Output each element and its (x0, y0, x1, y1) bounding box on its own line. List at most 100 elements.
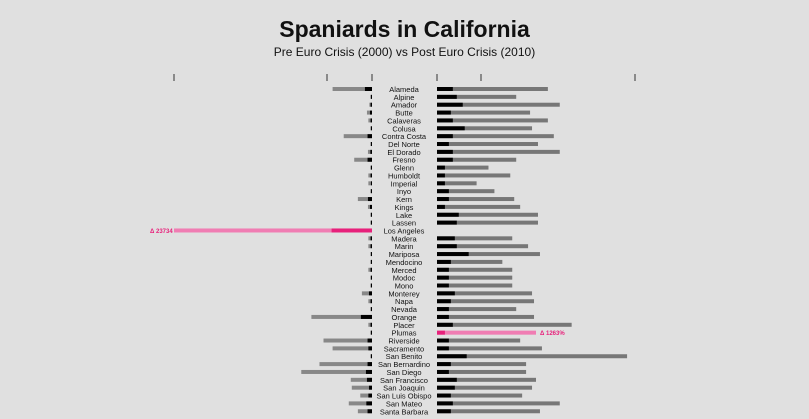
left-bar-black (360, 314, 372, 319)
county-label: San Luis Obispo (376, 392, 431, 401)
right-bar-total (437, 275, 513, 280)
left-bar-total (319, 362, 372, 367)
county-label: Napa (395, 297, 414, 306)
left-bar-black (370, 102, 372, 107)
right-bar-total (437, 87, 548, 91)
left-bar-total (368, 236, 372, 241)
county-label: Santa Barbara (380, 407, 429, 416)
county-label: Kings (395, 203, 414, 212)
right-bar-black (437, 142, 449, 147)
right-bar-total (437, 314, 535, 319)
left-bar-total (348, 401, 372, 406)
right-bar-black (437, 149, 453, 154)
county-label: Contra Costa (382, 132, 427, 141)
left-bar-total (366, 110, 372, 115)
left-bar-total (368, 322, 372, 327)
county-label: Del Norte (388, 140, 420, 149)
county-label: Orange (391, 313, 416, 322)
county-label: Amador (391, 101, 418, 110)
left-bar-total (368, 267, 372, 272)
left-bar-black (370, 181, 372, 186)
left-bar-black (370, 322, 372, 327)
left-bar-black (367, 157, 372, 162)
left-bar-black (370, 244, 372, 249)
right-bar-black (437, 134, 453, 139)
annotation-label: Δ 23734 (150, 229, 173, 235)
right-bar-black (437, 354, 467, 359)
county-label: San Joaquin (383, 384, 425, 393)
county-label: Placer (393, 321, 415, 330)
right-bar-black (437, 220, 457, 225)
right-bar-black (437, 197, 449, 202)
right-bar-total (437, 236, 513, 241)
right-bar-black (437, 377, 457, 382)
right-bar-total (437, 401, 560, 406)
right-bar-total (437, 393, 523, 398)
right-bar-total (437, 94, 517, 99)
left-bar-total (357, 197, 372, 202)
county-label: Lake (396, 211, 412, 220)
county-label: Sacramento (384, 344, 424, 353)
county-label: Mendocino (386, 258, 423, 267)
county-label: Alameda (389, 85, 419, 94)
county-label: Colusa (392, 124, 416, 133)
right-bar-total (437, 338, 521, 343)
right-bar-total (437, 385, 533, 390)
left-bar-total (368, 244, 372, 249)
left-bar-total (368, 118, 372, 123)
left-bar-black (369, 204, 372, 209)
left-bar-black (369, 110, 372, 115)
left-bar-black (367, 362, 372, 367)
right-bar-black (437, 87, 453, 91)
chart-subtitle: Pre Euro Crisis (2000) vs Post Euro Cris… (273, 45, 536, 59)
right-bar-total (437, 142, 538, 147)
county-label: Nevada (391, 305, 418, 314)
left-bar-total (311, 314, 372, 319)
county-label: El Dorado (387, 148, 420, 157)
left-bar-black (366, 401, 372, 406)
county-label: Riverside (388, 337, 419, 346)
left-bar-total (332, 346, 372, 351)
right-bar-black (437, 346, 449, 351)
right-bar-black (437, 385, 455, 390)
left-bar-black (370, 267, 372, 272)
right-bar-black (437, 236, 455, 241)
right-bar-total (437, 322, 572, 327)
right-bar-black (437, 173, 445, 178)
right-bar-black (437, 330, 445, 335)
county-label: Glenn (394, 164, 414, 173)
left-bar-total (332, 87, 372, 91)
right-bar-total (437, 118, 548, 123)
right-bar-total (437, 283, 513, 288)
left-bar-black (364, 87, 372, 91)
county-label: Modoc (393, 274, 416, 283)
right-bar-black (437, 189, 449, 194)
left-bar-black (367, 197, 372, 202)
right-bar-black (437, 314, 449, 319)
right-bar-black (437, 165, 445, 170)
right-bar-black (437, 393, 451, 398)
left-bar-black (368, 291, 372, 296)
county-label: Imperial (391, 179, 418, 188)
left-bar-black (367, 409, 372, 414)
left-bar-black (370, 220, 372, 225)
right-bar-total (437, 149, 560, 154)
right-bar-total (437, 354, 628, 359)
right-bar-black (437, 275, 449, 280)
left-bar-total (323, 338, 372, 343)
left-bar-black (370, 142, 372, 147)
right-bar-total (437, 197, 515, 202)
right-bar-black (437, 409, 451, 414)
right-bar-black (437, 157, 453, 162)
left-bar-total (343, 134, 372, 139)
right-bar-total (437, 181, 477, 186)
right-bar-black (437, 118, 453, 123)
right-bar-black (437, 94, 457, 99)
left-bar-total (354, 157, 372, 162)
right-bar-black (437, 401, 453, 406)
left-bar-total (351, 385, 372, 390)
right-bar-black (437, 126, 465, 131)
right-bar-total (437, 220, 538, 225)
left-bar-total (350, 377, 372, 382)
